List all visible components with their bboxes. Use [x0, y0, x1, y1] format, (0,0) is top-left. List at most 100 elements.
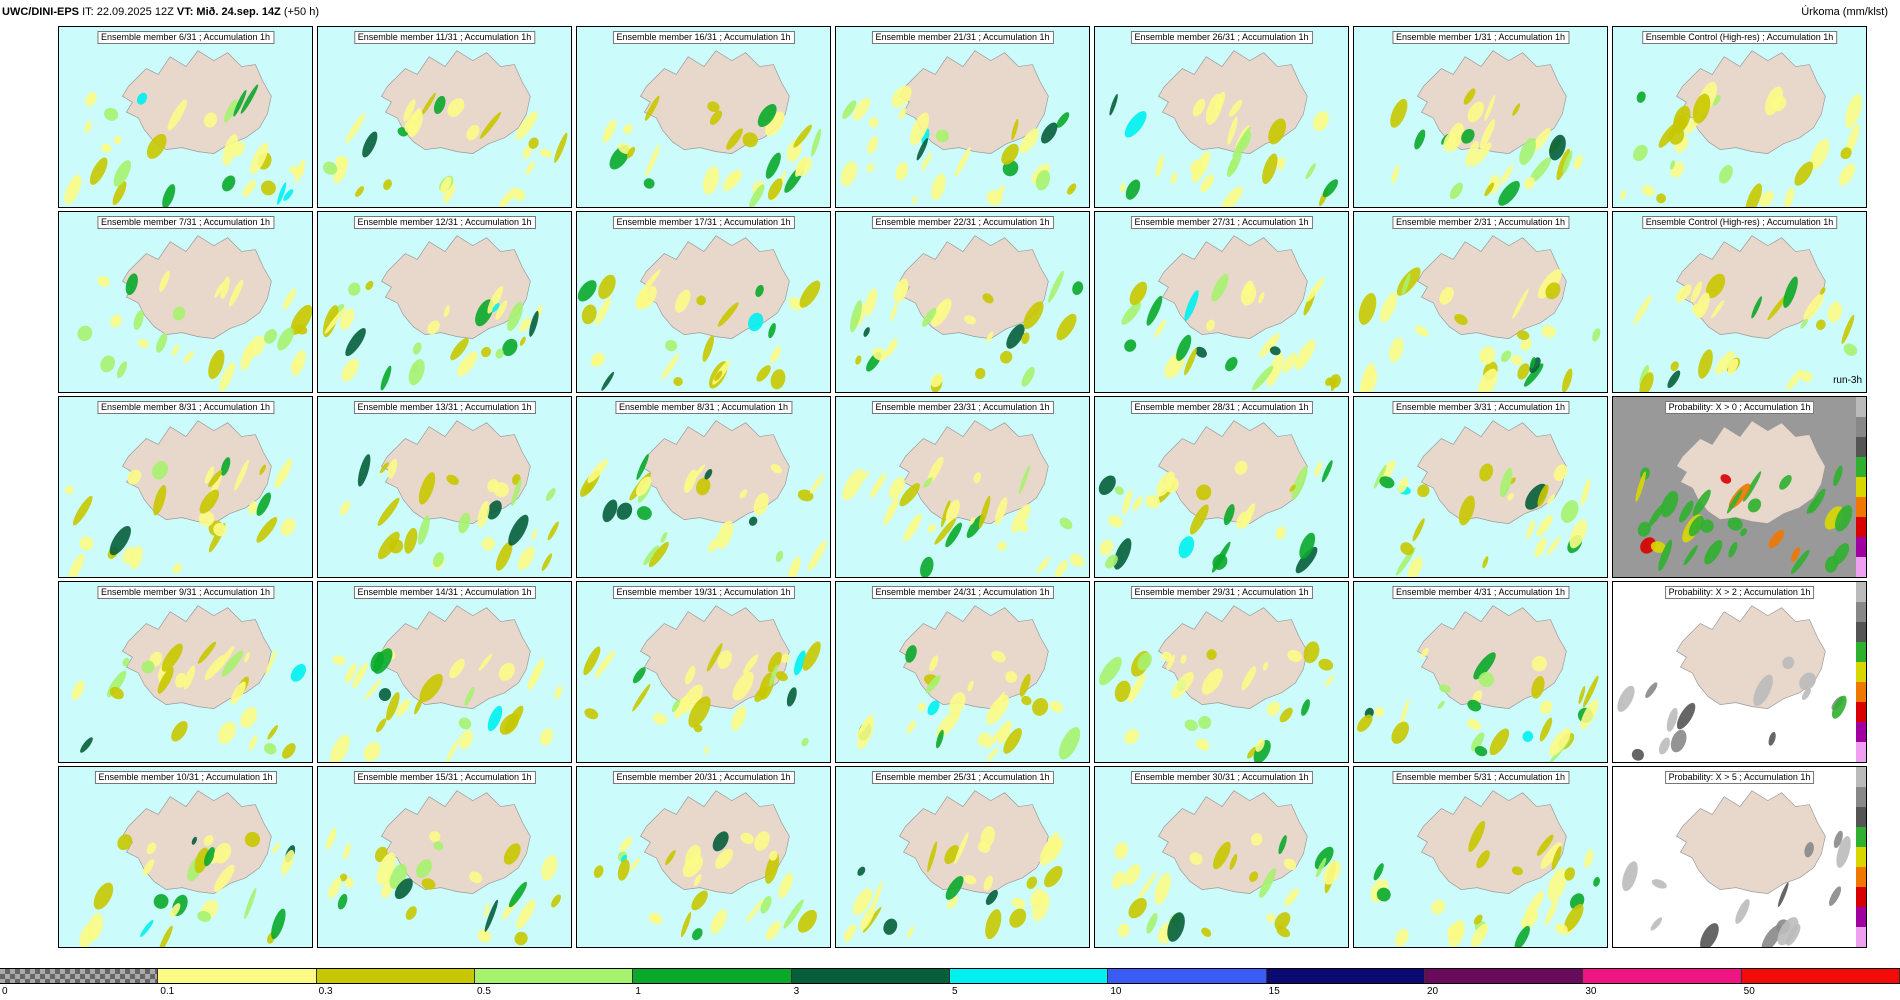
- precip-cell: [1524, 176, 1535, 190]
- precip-cell: [1414, 129, 1426, 150]
- panel-title: Ensemble member 27/31 ; Accumulation 1h: [1130, 216, 1313, 229]
- precip-cell: [172, 306, 186, 321]
- precip-cell: [274, 458, 293, 489]
- precip-cell: [1801, 688, 1811, 701]
- precip-cell: [930, 300, 947, 323]
- precip-cell: [1484, 182, 1495, 197]
- precip-cell: [191, 836, 197, 845]
- precip-cell: [380, 365, 392, 391]
- precip-cell: [1800, 371, 1813, 383]
- precip-cell: [712, 831, 729, 852]
- variable-label: Úrkoma (mm/klst): [1801, 6, 1888, 18]
- precip-cell: [427, 320, 440, 335]
- precip-cell: [1236, 511, 1252, 529]
- precip-cell: [708, 538, 718, 553]
- precip-cell: [1831, 695, 1847, 719]
- precip-cell: [1759, 191, 1774, 207]
- map-panel: Ensemble member 23/31 ; Accumulation 1h: [835, 396, 1090, 578]
- precip-cell: [244, 652, 250, 663]
- precip-map: [1109, 50, 1339, 207]
- panel-title: Ensemble member 11/31 ; Accumulation 1h: [353, 31, 536, 44]
- colorbar-segment: [1424, 969, 1584, 983]
- precip-cell: [1656, 193, 1667, 204]
- precip-cell: [1400, 542, 1414, 556]
- precip-cell: [172, 344, 179, 356]
- precip-cell: [267, 725, 279, 740]
- precip-cell: [362, 131, 378, 158]
- precip-cell: [109, 686, 124, 700]
- precip-cell: [159, 270, 170, 292]
- precip-cell: [539, 148, 552, 158]
- precip-cell: [1461, 128, 1475, 144]
- precip-cell: [899, 483, 920, 507]
- precip-cell: [1117, 923, 1130, 938]
- precip-cell: [1228, 99, 1243, 117]
- precip-cell: [1673, 105, 1691, 133]
- colorbar-segment: [1266, 969, 1425, 983]
- precip-cell: [635, 476, 652, 497]
- colorbar-ticks: 0 0.1 0.3 0.5 1 3 5 10 15 20 30 50: [0, 986, 1900, 1000]
- precip-cell: [127, 469, 142, 485]
- precip-cell: [702, 335, 714, 362]
- precip-cell: [146, 842, 157, 855]
- precip-cell: [449, 658, 465, 679]
- map-panel: Ensemble member 16/31 ; Accumulation 1h: [576, 26, 831, 208]
- precip-cell: [660, 531, 668, 543]
- precip-cell: [986, 721, 1009, 749]
- panel-title: Ensemble Control (High-res) ; Accumulati…: [1641, 216, 1838, 229]
- map-panel: Ensemble member 29/31 ; Accumulation 1h: [1094, 581, 1349, 763]
- precip-cell: [1011, 504, 1031, 533]
- precip-cell: [1124, 728, 1140, 745]
- precip-cell: [1458, 495, 1475, 526]
- precip-cell: [457, 351, 478, 377]
- precip-cell: [709, 110, 723, 125]
- precip-cell: [1768, 731, 1776, 746]
- precip-cell: [866, 163, 874, 173]
- precip-cell: [1549, 134, 1566, 161]
- precip-map: [1373, 420, 1591, 577]
- precip-cell: [936, 729, 944, 749]
- precip-cell: [911, 196, 918, 204]
- precip-map: [1358, 235, 1601, 392]
- precip-cell: [768, 322, 776, 339]
- precip-cell: [64, 485, 74, 495]
- precip-cell: [1794, 161, 1814, 186]
- precip-cell: [1555, 923, 1568, 935]
- precip-cell: [1043, 832, 1060, 858]
- precip-cell: [204, 466, 215, 484]
- colorbar-tick-label: 50: [1743, 986, 1755, 997]
- precip-cell: [1019, 128, 1040, 154]
- precip-cell: [265, 648, 278, 676]
- precip-cell: [1241, 666, 1257, 691]
- precip-cell: [636, 453, 649, 480]
- precip-cell: [389, 539, 404, 554]
- panel-title: Ensemble member 25/31 ; Accumulation 1h: [871, 771, 1054, 784]
- precip-cell: [1129, 281, 1148, 306]
- precip-cell: [1132, 496, 1143, 511]
- precip-cell: [954, 832, 969, 865]
- precip-cell: [1154, 319, 1167, 338]
- precip-cell: [991, 650, 1006, 663]
- precip-cell: [980, 826, 995, 848]
- precip-cell: [1519, 137, 1536, 165]
- precip-cell: [525, 161, 535, 175]
- precip-cell: [376, 852, 396, 885]
- precip-cell: [1478, 672, 1495, 688]
- precip-cell: [788, 297, 804, 311]
- precip-cell: [742, 132, 758, 148]
- precip-cell: [1529, 357, 1541, 374]
- precip-cell: [1318, 658, 1334, 671]
- precip-cell: [328, 877, 342, 899]
- precip-cell: [1838, 163, 1856, 186]
- precip-cell: [477, 929, 492, 943]
- precip-cell: [765, 920, 781, 941]
- precip-cell: [749, 184, 765, 207]
- precip-cell: [674, 695, 690, 719]
- precip-cell: [1541, 325, 1556, 338]
- precip-cell: [443, 183, 456, 204]
- precip-cell: [1477, 368, 1498, 392]
- precip-cell: [1306, 277, 1325, 302]
- precip-cell: [140, 919, 154, 937]
- precip-cell: [1213, 841, 1231, 870]
- panel-title: Probability: X > 0 ; Accumulation 1h: [1664, 401, 1815, 414]
